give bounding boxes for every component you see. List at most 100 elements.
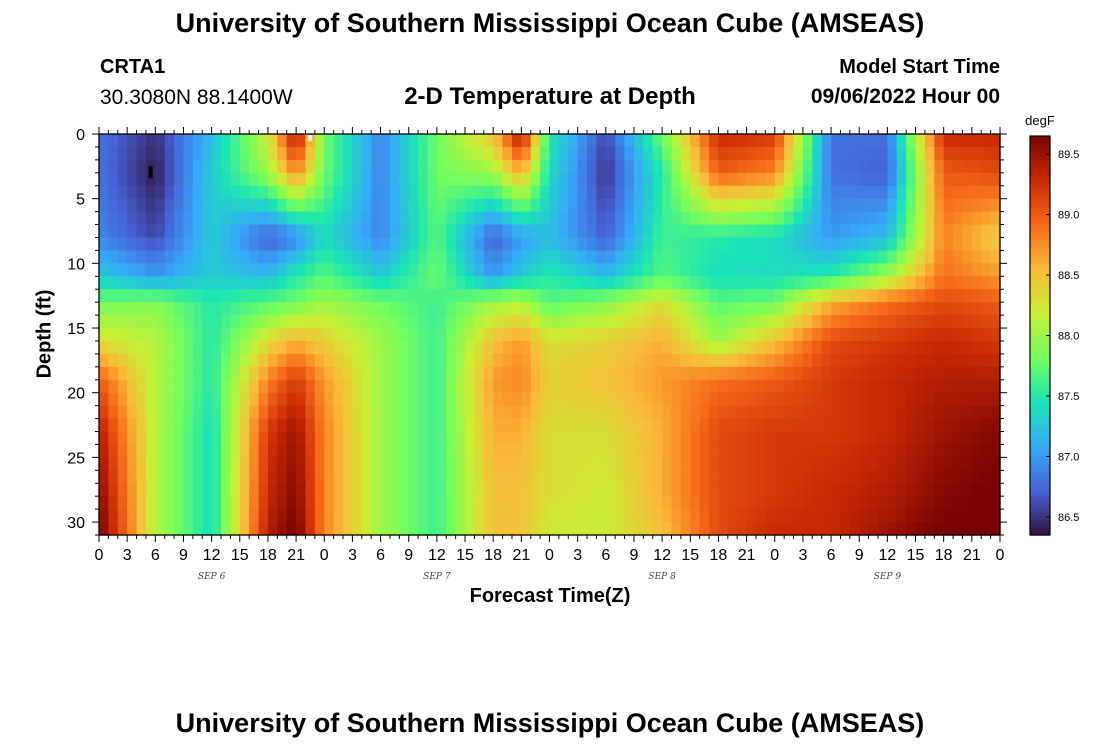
heatmap-cell [399, 418, 410, 433]
heatmap-cell [596, 418, 607, 433]
heatmap-cell [568, 522, 579, 536]
heatmap-cell [549, 496, 560, 510]
heatmap-cell [502, 237, 513, 252]
heatmap-cell [587, 522, 598, 536]
heatmap-cell [924, 237, 935, 252]
colorbar-cell [1030, 519, 1050, 524]
heatmap-cell [802, 392, 813, 407]
heatmap-cell [446, 328, 457, 342]
heatmap-cell [953, 289, 964, 303]
heatmap-cell [221, 328, 231, 342]
heatmap-cell [502, 353, 513, 368]
heatmap-cell [521, 340, 532, 355]
heatmap-cell [624, 276, 635, 290]
heatmap-cell [352, 483, 363, 497]
heatmap-cell [221, 353, 231, 368]
heatmap-cell [408, 496, 419, 510]
heatmap-cell [662, 289, 673, 303]
colorbar-unit: degF [1025, 113, 1055, 128]
heatmap-cell [962, 263, 973, 277]
heatmap-cell [155, 431, 166, 446]
heatmap-cell [746, 379, 757, 394]
heatmap-cell [343, 431, 354, 446]
heatmap-cell [821, 509, 832, 523]
heatmap-cell [737, 366, 748, 381]
heatmap-cell [793, 496, 804, 510]
heatmap-cell [127, 366, 138, 381]
heatmap-cell [990, 250, 1001, 264]
heatmap-cell [896, 263, 907, 277]
heatmap-cell [296, 224, 307, 239]
heatmap-cell [155, 250, 166, 264]
heatmap-cell [530, 328, 541, 342]
heatmap-cell [286, 159, 297, 174]
heatmap-cell [249, 470, 260, 484]
heatmap-cell [981, 302, 992, 316]
heatmap-cell [380, 418, 391, 433]
heatmap-cell [840, 522, 851, 536]
colorbar-cell [1030, 187, 1050, 193]
heatmap-cell [624, 509, 635, 523]
heatmap-cell [530, 315, 541, 329]
heatmap-cell [230, 418, 241, 433]
heatmap-cell [399, 509, 410, 523]
heatmap-cell [915, 250, 926, 264]
heatmap-cell [361, 198, 372, 213]
heatmap-cell [530, 470, 541, 484]
heatmap-cell [652, 522, 663, 536]
heatmap-cell [709, 159, 720, 174]
heatmap-cell [352, 315, 363, 329]
heatmap-cell [465, 470, 476, 484]
heatmap-cell [521, 457, 532, 471]
heatmap-cell [896, 289, 907, 303]
heatmap-cell [408, 146, 419, 161]
heatmap-cell [605, 509, 616, 523]
heatmap-cell [343, 159, 354, 174]
heatmap-cell [671, 185, 682, 200]
heatmap-cell [267, 159, 278, 174]
heatmap-cell [587, 302, 598, 316]
heatmap-cell [549, 315, 560, 329]
heatmap-cell [211, 159, 222, 174]
heatmap-cell [436, 509, 447, 523]
heatmap-cell [267, 418, 278, 433]
x-tick-label: 12 [878, 547, 896, 564]
heatmap-cell [793, 276, 804, 290]
heatmap-cell [727, 146, 738, 161]
colorbar-cell [1030, 171, 1050, 177]
heatmap-cell [324, 224, 335, 239]
heatmap-cell [136, 522, 147, 536]
heatmap-cell [812, 289, 823, 303]
heatmap-cell [277, 496, 288, 510]
heatmap-cell [192, 224, 203, 239]
heatmap-cell [108, 134, 119, 148]
heatmap-cell [286, 340, 297, 355]
y-tick-label: 10 [67, 256, 85, 273]
heatmap-cell [493, 509, 504, 523]
heatmap-cell [258, 315, 269, 329]
heatmap-cell [615, 392, 626, 407]
heatmap-cell [624, 457, 635, 471]
heatmap-cell [108, 263, 119, 277]
heatmap-cell [652, 392, 663, 407]
heatmap-cell [549, 172, 560, 187]
heatmap-cell [483, 263, 494, 277]
heatmap-cell [305, 509, 316, 523]
heatmap-cell [258, 328, 269, 342]
heatmap-cell [192, 418, 203, 433]
heatmap-cell [314, 431, 325, 446]
heatmap-cell [755, 431, 766, 446]
black-marker [148, 166, 153, 179]
heatmap-cell [652, 379, 663, 394]
heatmap-cell [314, 146, 325, 161]
heatmap-cell [474, 431, 485, 446]
heatmap-cell [183, 418, 194, 433]
heatmap-cell [840, 237, 851, 252]
colorbar-cell [1030, 379, 1050, 384]
heatmap-cell [155, 405, 166, 420]
colorbar-cell [1030, 407, 1050, 412]
heatmap-cell [784, 418, 795, 433]
heatmap-cell [530, 134, 541, 148]
heatmap-cell [549, 405, 560, 420]
heatmap-cell [192, 379, 203, 394]
